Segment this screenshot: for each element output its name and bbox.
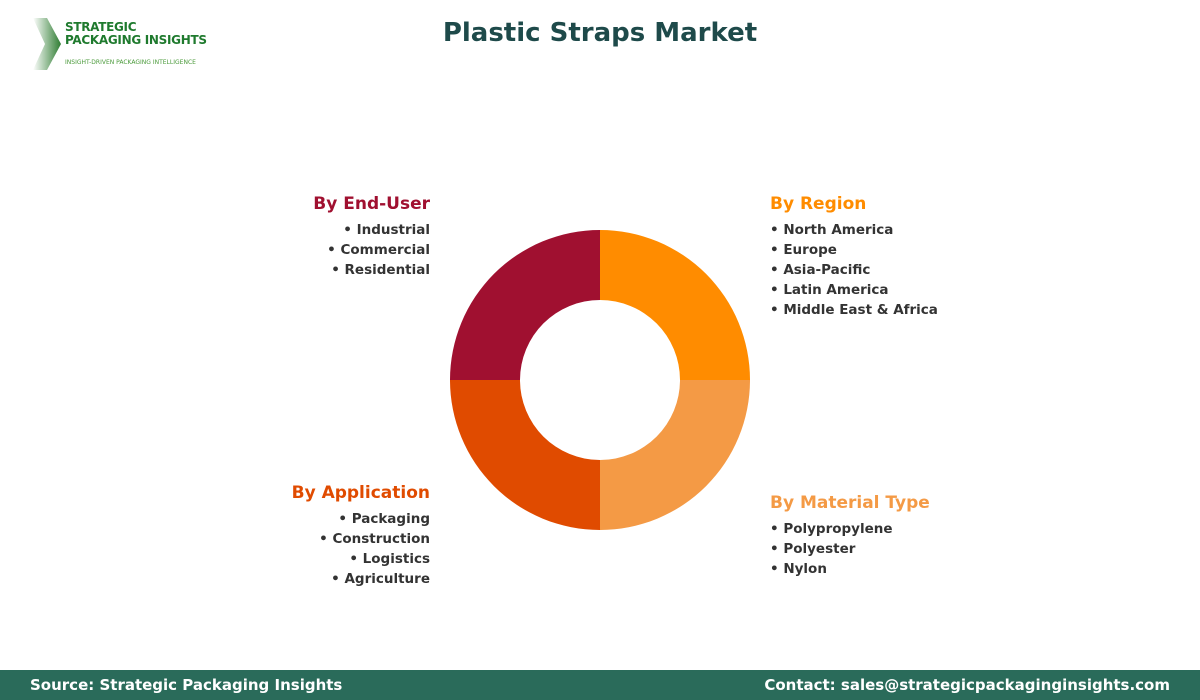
list-item: • Latin America [770, 282, 889, 298]
group-title: By Application [291, 483, 430, 503]
list-item: • Commercial [327, 242, 430, 258]
list-item: • Middle East & Africa [770, 302, 938, 318]
list-item: • Residential [331, 262, 430, 278]
list-item: • Agriculture [331, 571, 430, 587]
source-text: Source: Strategic Packaging Insights [30, 676, 343, 694]
group-title: By Region [770, 194, 867, 214]
page-title: Plastic Straps Market [442, 18, 758, 48]
list-item: • Logistics [349, 551, 430, 567]
list-item: • Packaging [338, 511, 430, 527]
footer: Source: Strategic Packaging Insights Con… [0, 670, 1200, 700]
donut-segment-material [600, 380, 750, 530]
list-item: • Nylon [770, 561, 827, 577]
group-by-material-type: By Material Type • Polypropylene • Polyest… [770, 493, 930, 579]
logo-text: STRATEGIC PACKAGING INSIGHTS [65, 20, 207, 47]
list-item: • Industrial [343, 222, 430, 238]
list-item: • North America [770, 222, 894, 238]
logo: STRATEGIC PACKAGING INSIGHTS INSIGHT-DRIV… [33, 18, 207, 72]
list-item: • Polypropylene [770, 521, 893, 537]
list-item: • Europe [770, 242, 837, 258]
donut-segment-region [600, 230, 750, 380]
list-item: • Polyester [770, 541, 856, 557]
group-by-end-user: By End-User • Industrial • Commercial • Res… [313, 194, 430, 280]
donut-segment-enduser [450, 230, 600, 380]
group-by-application: By Application • Packaging • Construction •… [292, 483, 430, 589]
contact-text: Contact: sales@strategicpackaginginsight… [764, 676, 1170, 694]
list-item: • Asia-Pacific [770, 262, 871, 278]
donut-segment-application [450, 380, 600, 530]
logo-tagline: INSIGHT-DRIVEN PACKAGING INTELLIGENCE [65, 59, 196, 66]
group-by-region: By Region • North America • Europe • Asia-P… [770, 194, 938, 320]
group-title: By Material Type [770, 493, 930, 513]
logo-chevron-icon [33, 18, 61, 70]
group-title: By End-User [313, 194, 430, 214]
list-item: • Construction [319, 531, 430, 547]
